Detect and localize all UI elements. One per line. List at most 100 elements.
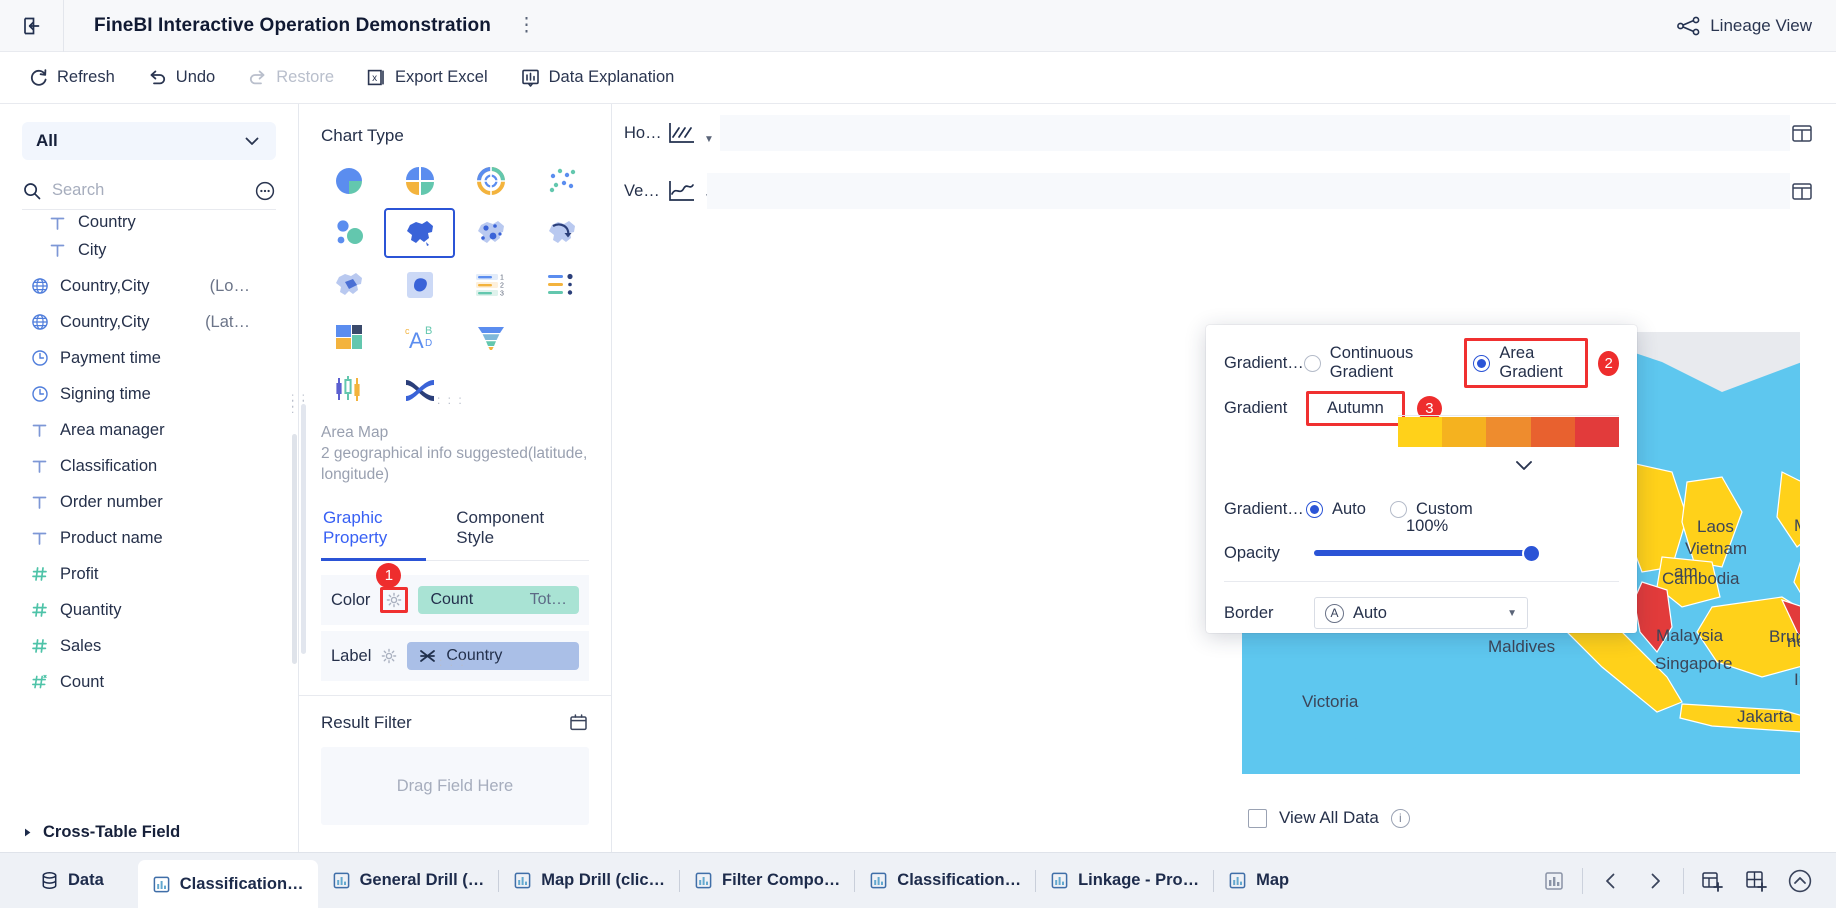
chevron-down-icon[interactable]: [1512, 453, 1536, 477]
word-cloud-icon[interactable]: c A B D: [384, 312, 455, 362]
collapse-icon[interactable]: [1778, 853, 1822, 908]
field-item[interactable]: Country: [0, 212, 298, 232]
exit-left-icon[interactable]: [0, 0, 64, 52]
middle-scrollbar[interactable]: [301, 404, 306, 654]
prev-page-icon[interactable]: [1589, 853, 1633, 908]
refresh-button[interactable]: Refresh: [16, 61, 127, 94]
bottom-tab[interactable]: Classification…: [855, 853, 1035, 908]
sankey-icon[interactable]: [384, 364, 455, 414]
gradient-type-row: Gradient… Continuous Gradient Area Gradi…: [1224, 338, 1619, 388]
section-drag-handle[interactable]: : : :: [437, 393, 464, 407]
donut-segment-icon[interactable]: [384, 156, 455, 206]
tab-component-style[interactable]: Component Style: [454, 502, 561, 561]
gradient-value-highlight[interactable]: Autumn: [1306, 390, 1405, 426]
bottom-tab[interactable]: Map Drill (clic…: [499, 853, 679, 908]
undo-button[interactable]: Undo: [135, 61, 227, 94]
continuous-gradient-radio[interactable]: [1303, 354, 1321, 372]
field-item[interactable]: Quantity: [0, 592, 298, 628]
color-settings-highlight[interactable]: [380, 587, 409, 613]
color-field-pill[interactable]: Count Tot…: [418, 586, 579, 614]
label-field-pill[interactable]: Country: [407, 642, 579, 670]
gradient-swatch[interactable]: [1398, 417, 1620, 447]
list-panel-icon[interactable]: [1790, 180, 1814, 202]
dataset-selector[interactable]: All: [22, 122, 276, 160]
flow-map-icon[interactable]: [526, 208, 597, 258]
indicator-card-icon[interactable]: 1 2 3: [455, 260, 526, 310]
bottom-tab[interactable]: Data: [0, 853, 138, 908]
bottom-tab[interactable]: General Drill (…: [318, 853, 499, 908]
restore-button[interactable]: Restore: [235, 61, 346, 94]
more-circle-icon[interactable]: [254, 180, 276, 202]
label-property-row[interactable]: Label Cou: [321, 631, 589, 681]
bubble-chart-icon[interactable]: [313, 208, 384, 258]
export-excel-label: Export Excel: [395, 68, 488, 86]
field-item[interactable]: Country,City (Lat…: [0, 304, 298, 340]
chart-list-icon[interactable]: [1532, 853, 1576, 908]
field-item[interactable]: Sales: [0, 628, 298, 664]
add-filter-icon[interactable]: [568, 712, 589, 733]
color-property-row[interactable]: Color 1 Count: [321, 563, 589, 625]
border-select[interactable]: A Auto ▼: [1314, 597, 1528, 629]
rect-tree-icon[interactable]: [313, 312, 384, 362]
field-item[interactable]: Payment time: [0, 340, 298, 376]
area-map-icon[interactable]: [384, 208, 455, 258]
result-filter-dropzone[interactable]: Drag Field Here: [321, 747, 589, 825]
info-icon[interactable]: i: [1390, 808, 1410, 828]
property-tabs[interactable]: Graphic Property Component Style: [321, 501, 589, 561]
next-page-icon[interactable]: [1633, 853, 1677, 908]
field-item[interactable]: Area manager: [0, 412, 298, 448]
panel-resize-handle[interactable]: : :: :: :: [291, 390, 308, 416]
gear-icon[interactable]: [386, 592, 402, 608]
horizontal-axis-icon[interactable]: [662, 120, 702, 146]
filled-region-icon[interactable]: [384, 260, 455, 310]
left-scrollbar[interactable]: [292, 434, 297, 664]
export-excel-button[interactable]: x Export Excel: [354, 61, 500, 94]
pie-chart-icon[interactable]: [313, 156, 384, 206]
heat-map-icon[interactable]: [313, 260, 384, 310]
lineage-view-button[interactable]: Lineage View: [1677, 0, 1812, 52]
field-item[interactable]: Country,City (Lo…: [0, 268, 298, 304]
tab-graphic-property[interactable]: Graphic Property: [321, 502, 427, 561]
field-item[interactable]: Classification: [0, 448, 298, 484]
bottom-tab[interactable]: Linkage - Pro…: [1036, 853, 1213, 908]
point-map-icon[interactable]: [455, 208, 526, 258]
area-gradient-highlight[interactable]: Area Gradient: [1464, 338, 1589, 388]
chart-type-grid[interactable]: 1 2 3: [299, 156, 611, 414]
add-sheet-icon[interactable]: [1690, 853, 1734, 908]
kpi-list-icon[interactable]: [526, 260, 597, 310]
color-settings-popup[interactable]: Gradient… Continuous Gradient Area Gradi…: [1206, 325, 1637, 633]
funnel-icon[interactable]: [455, 312, 526, 362]
bottom-tab[interactable]: Classification…: [137, 860, 318, 908]
area-gradient-radio[interactable]: [1473, 354, 1491, 372]
add-dashboard-icon[interactable]: [1734, 853, 1778, 908]
scatter-chart-icon[interactable]: [526, 156, 597, 206]
vertical-dots-icon[interactable]: ⋮: [516, 15, 536, 36]
opacity-slider[interactable]: [1314, 543, 1539, 563]
search-input[interactable]: [52, 181, 202, 200]
list-panel-icon[interactable]: [1790, 122, 1814, 144]
gear-icon[interactable]: [381, 648, 397, 664]
radial-chart-icon[interactable]: [455, 156, 526, 206]
opacity-slider-knob[interactable]: [1524, 545, 1539, 561]
bottom-tab[interactable]: Filter Compo…: [680, 853, 854, 908]
field-list[interactable]: Country City Country,City (Lo… Country,City (…: [0, 210, 298, 812]
cross-table-field-group[interactable]: Cross-Table Field: [0, 812, 298, 852]
field-item[interactable]: Product name: [0, 520, 298, 556]
candlestick-icon[interactable]: [313, 364, 384, 414]
horizontal-shelf-caret[interactable]: ▼: [704, 133, 714, 145]
vertical-axis-icon[interactable]: [662, 178, 702, 204]
field-item[interactable]: Signing time: [0, 376, 298, 412]
field-item[interactable]: Profit: [0, 556, 298, 592]
gradient-swatch-wrapper[interactable]: [1398, 417, 1620, 447]
gradient-auto-radio[interactable]: [1306, 500, 1323, 518]
data-explanation-button[interactable]: Data Explanation: [508, 61, 687, 94]
field-item[interactable]: Order number: [0, 484, 298, 520]
view-all-data-checkbox[interactable]: [1248, 808, 1267, 828]
bottom-tab[interactable]: Map: [1214, 853, 1303, 908]
field-item[interactable]: Count: [0, 664, 298, 700]
gradient-custom-radio[interactable]: [1389, 500, 1407, 518]
field-item[interactable]: City: [0, 232, 298, 268]
section-drag-handle[interactable]: : : :: [439, 655, 466, 669]
search-icon: [22, 181, 42, 201]
chart-icon: [869, 871, 888, 890]
